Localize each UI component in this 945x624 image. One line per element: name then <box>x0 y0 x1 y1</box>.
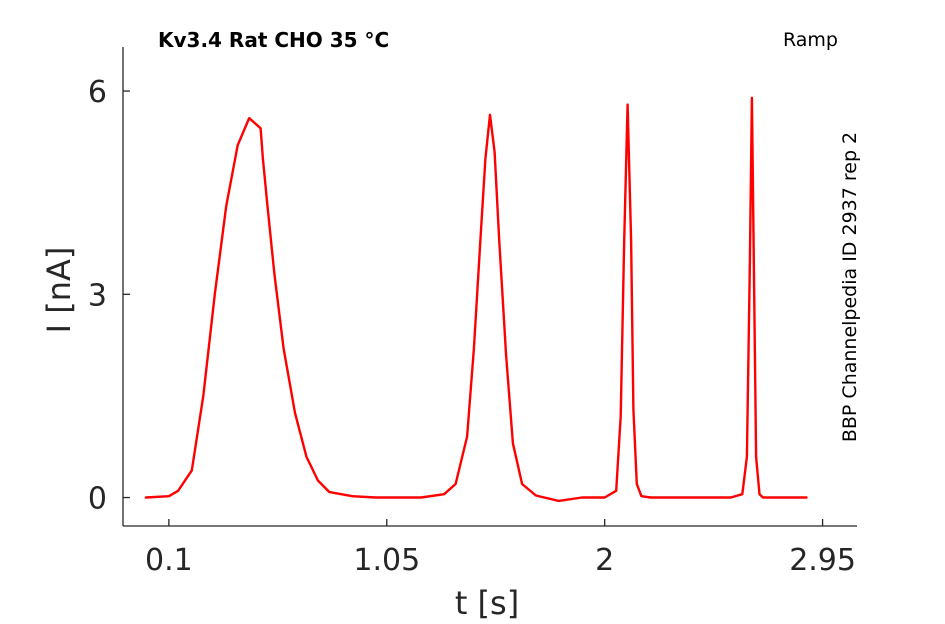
x-tick-label: 2 <box>595 543 614 578</box>
x-axis-label: t [s] <box>455 584 519 622</box>
x-tick-label: 1.05 <box>353 543 420 578</box>
x-tick-label: 0.1 <box>145 543 193 578</box>
protocol-label: Ramp <box>783 29 838 51</box>
series-line <box>144 96 808 503</box>
x-ticks: 0.1 1.05 2 2.95 <box>145 519 856 578</box>
y-tick-label: 0 <box>88 482 107 517</box>
y-tick-label: 6 <box>88 75 107 110</box>
y-ticks: 0 3 6 <box>88 75 130 517</box>
x-tick-label: 2.95 <box>789 543 856 578</box>
side-label: BBP Channelpedia ID 2937 rep 2 <box>839 132 861 442</box>
y-axis-label: I [nA] <box>40 247 78 334</box>
axes <box>122 47 857 527</box>
plot-area <box>144 96 808 503</box>
chart-title: Kv3.4 Rat CHO 35 °C <box>158 28 389 52</box>
y-tick-label: 3 <box>88 278 107 313</box>
